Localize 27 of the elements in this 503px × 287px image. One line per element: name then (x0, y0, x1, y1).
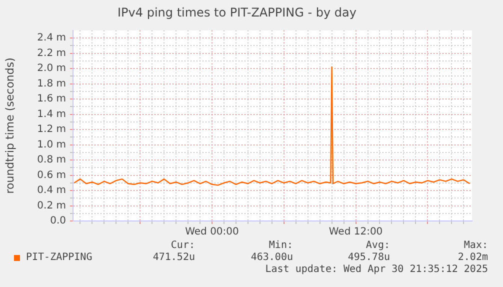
text: 463.00u (250, 252, 293, 263)
y-tick-label: 2.0 m (37, 63, 66, 74)
y-tick-label: 0.0 (50, 216, 66, 227)
y-tick-label: 0.2 m (37, 200, 66, 212)
y-tick-label: 0.4 m (37, 185, 66, 196)
y-tick-label: 1.0 m (37, 139, 66, 150)
text: 495.78u (348, 252, 390, 263)
y-tick-label: 1.2 m (37, 124, 66, 136)
chart-title: IPv4 ping times to PIT-ZAPPING - by day (118, 5, 356, 20)
text: Max: (464, 240, 488, 251)
text: Last update: Wed Apr 30 21:35:12 2025 (265, 264, 488, 275)
y-tick-label: 0.8 m (37, 154, 66, 166)
text: Avg: (366, 240, 390, 251)
y-tick-label: 1.6 m (37, 94, 66, 105)
y-axis-title: roundtrip time (seconds) (3, 58, 16, 194)
x-tick-label: Wed 00:00 (185, 226, 239, 238)
text: Cur: (170, 240, 195, 251)
y-tick-label: 2.2 m (37, 48, 66, 59)
y-tick-label: 1.8 m (37, 78, 66, 90)
text: 2.02m (458, 252, 488, 263)
text: Min: (268, 240, 293, 251)
text: 471.52u (152, 252, 195, 263)
y-tick-label: 0.6 m (37, 170, 66, 181)
y-tick-label: 1.4 m (37, 108, 66, 120)
x-tick-label: Wed 12:00 (328, 226, 383, 238)
legend-label: PIT-ZAPPING (26, 252, 92, 263)
y-tick-label: 2.4 m (37, 32, 66, 44)
